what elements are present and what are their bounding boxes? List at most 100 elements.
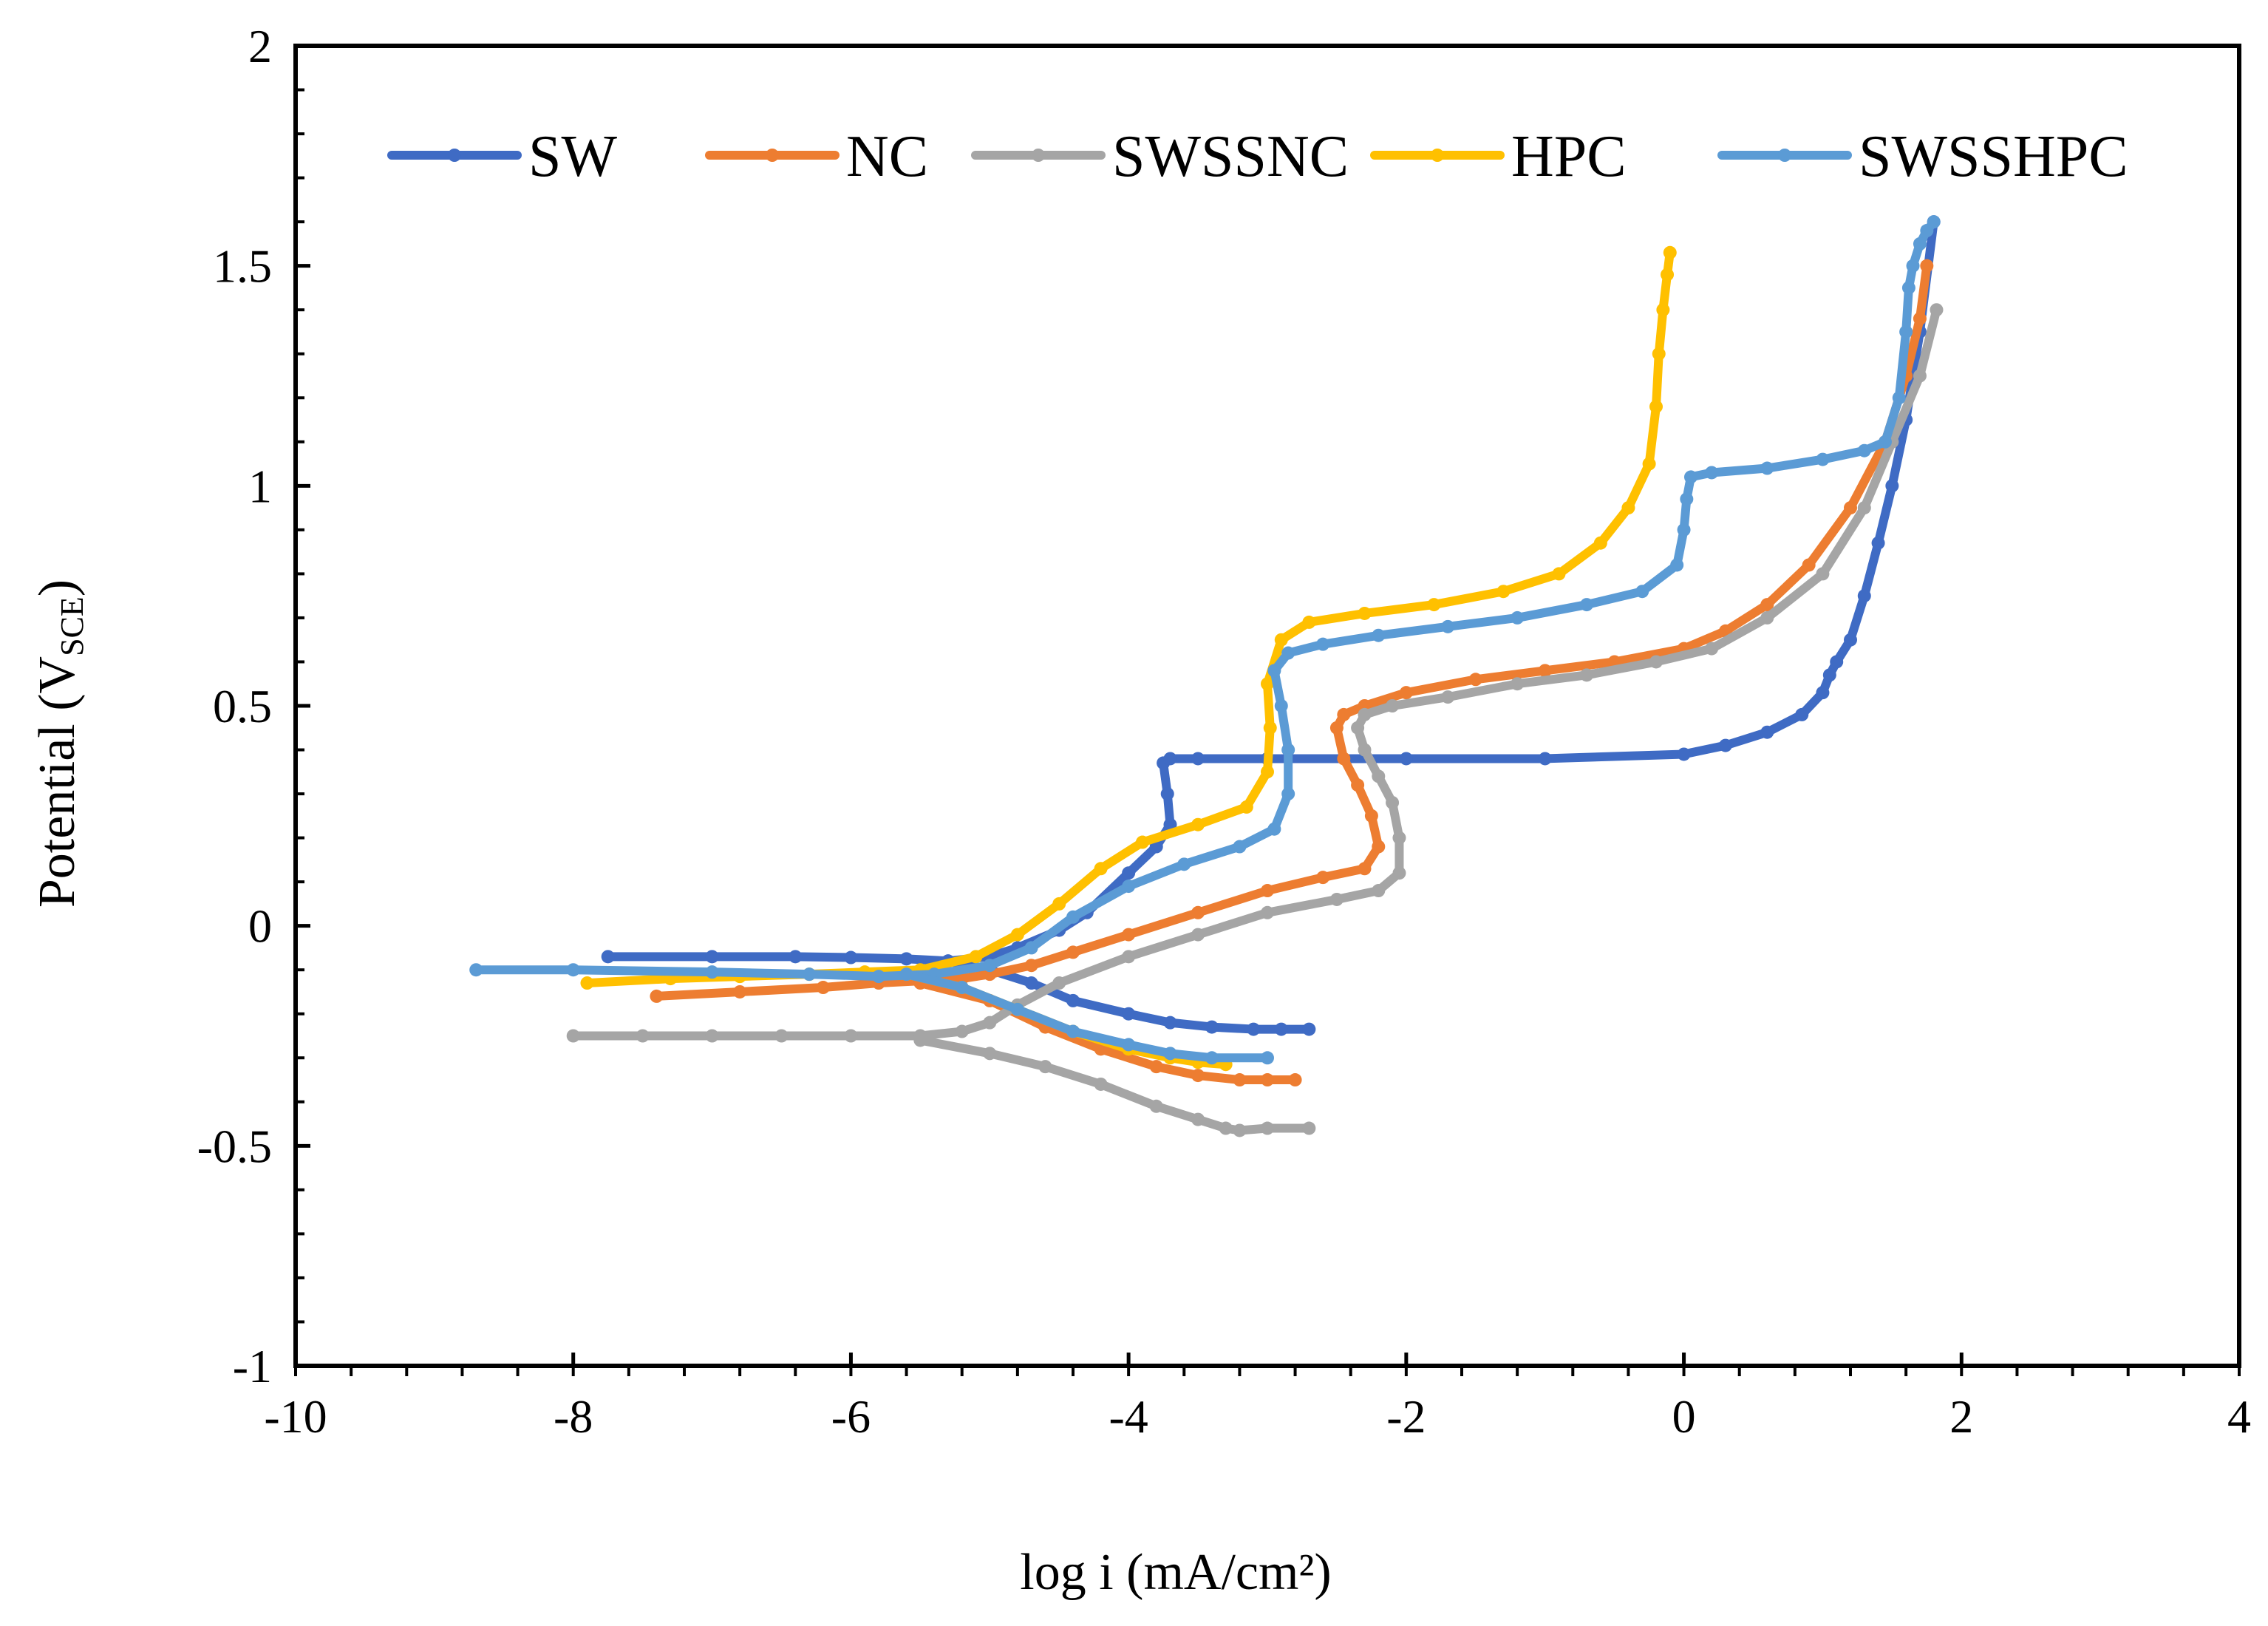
series-swsshpc <box>469 215 1941 984</box>
x-tick-label: -10 <box>264 1390 327 1443</box>
x-tick-label: -8 <box>554 1390 593 1443</box>
data-point-hpc <box>969 950 983 964</box>
data-point-swssnc <box>1122 950 1136 964</box>
data-point-swsshpc <box>1281 743 1295 757</box>
data-point-swsshpc <box>1122 880 1136 894</box>
data-point-swssnc-cathodic <box>1094 1077 1108 1091</box>
data-point-swsshpc <box>1683 470 1697 484</box>
data-point-swsshpc <box>1066 910 1080 924</box>
ticks-layer: -10 -8 -6 -4 -2 0 2 4 -1 -0.5 0 0.5 1 1.5 2 <box>197 20 2251 1443</box>
y-axis-title: Potential (VSCE) <box>29 579 90 908</box>
data-point-sw-cathodic <box>1024 976 1038 990</box>
data-point-swssnc <box>844 1029 858 1043</box>
y-axis-title-close: ) <box>29 579 86 596</box>
data-point-swsshpc-cathodic <box>899 967 913 982</box>
legend-marker-hpc <box>1431 149 1444 162</box>
data-point-sw <box>1816 686 1830 700</box>
series-nc <box>650 259 1934 1003</box>
series-line-swssnc <box>568 305 1941 1041</box>
y-tick-label: -1 <box>233 1340 272 1392</box>
data-point-hpc <box>1652 347 1666 361</box>
data-point-swsshpc <box>803 967 817 982</box>
data-point-swssnc <box>983 1016 997 1030</box>
series-line-swsshpc <box>471 217 1938 982</box>
data-point-swsshpc <box>1705 466 1719 480</box>
data-point-nc <box>1329 721 1344 735</box>
data-point-swssnc <box>1261 905 1274 919</box>
data-point-swssnc <box>566 1029 580 1043</box>
data-point-hpc <box>1052 897 1066 911</box>
data-point-nc <box>1337 707 1351 721</box>
data-point-nc <box>1066 945 1080 959</box>
data-point-nc <box>1802 558 1816 572</box>
data-point-swsshpc <box>1677 523 1691 537</box>
data-point-swssnc <box>1857 501 1871 515</box>
data-point-swssnc <box>1372 769 1386 783</box>
y-tick-label: 2 <box>248 20 272 72</box>
data-point-nc <box>733 984 747 999</box>
data-point-hpc <box>1302 615 1316 629</box>
data-point-swsshpc-cathodic <box>1163 1047 1177 1061</box>
data-point-sw <box>1163 752 1177 766</box>
data-point-sw-cathodic <box>1274 1022 1288 1036</box>
data-point-swssnc <box>1358 707 1372 721</box>
data-point-swssnc <box>1816 567 1830 581</box>
x-tick-label: -6 <box>831 1390 871 1443</box>
data-point-sw <box>601 950 615 964</box>
data-point-swssnc <box>1705 642 1719 656</box>
data-point-swsshpc <box>1274 699 1288 712</box>
legend-marker-swssnc <box>1032 149 1045 162</box>
data-point-nc-cathodic <box>1233 1073 1247 1087</box>
data-point-swssnc <box>1329 892 1344 906</box>
data-point-swssnc <box>1386 795 1400 809</box>
data-point-swssnc <box>1392 866 1406 880</box>
data-point-sw-cathodic <box>1247 1022 1261 1036</box>
y-tick-label: 0 <box>248 900 272 953</box>
data-point-swssnc <box>1511 677 1525 691</box>
data-point-nc <box>1261 884 1274 898</box>
data-point-sw <box>1857 589 1871 603</box>
data-point-swssnc <box>1760 610 1774 625</box>
data-point-nc <box>1913 312 1927 326</box>
data-point-swsshpc <box>1316 637 1330 651</box>
x-tick-label: 0 <box>1672 1390 1696 1443</box>
data-point-hpc <box>1642 457 1656 471</box>
data-point-nc <box>1358 862 1372 876</box>
y-tick-label: 1.5 <box>213 240 272 293</box>
data-point-nc <box>650 989 664 1003</box>
data-point-nc-cathodic <box>1191 1069 1205 1083</box>
series-line-swsshpc-cathodic <box>902 970 1272 1063</box>
legend-item-hpc: HPC <box>1370 124 1627 189</box>
data-point-swssnc <box>1441 690 1455 704</box>
data-point-sw <box>1844 633 1857 647</box>
data-point-swsshpc <box>1892 391 1906 405</box>
data-point-sw-cathodic <box>1066 993 1080 1007</box>
data-point-swsshpc <box>705 965 719 979</box>
legend-marker-swsshpc <box>1778 149 1791 162</box>
legend-marker-nc <box>766 149 779 162</box>
y-tick-label: -0.5 <box>197 1120 272 1172</box>
data-point-swssnc-cathodic <box>983 1047 997 1061</box>
x-tick-label: -2 <box>1386 1390 1426 1443</box>
data-point-swssnc <box>1580 668 1594 682</box>
data-point-swsshpc <box>872 970 885 984</box>
legend-label-hpc: HPC <box>1511 124 1627 189</box>
data-point-hpc <box>1552 567 1566 581</box>
legend-label-swsshpc: SWSSHPC <box>1859 124 2128 189</box>
legend-marker-sw <box>448 149 461 162</box>
data-point-swssnc-cathodic <box>1191 1112 1205 1126</box>
data-point-nc <box>1920 259 1934 273</box>
data-point-swssnc <box>1351 721 1365 735</box>
x-tick-label: 2 <box>1949 1390 1973 1443</box>
data-point-swsshpc <box>566 963 580 977</box>
data-point-hpc <box>1191 817 1205 831</box>
x-tick-label: -4 <box>1109 1390 1148 1443</box>
data-point-swsshpc <box>1511 610 1525 625</box>
data-point-hpc <box>1274 633 1288 647</box>
data-point-hpc <box>1661 268 1675 282</box>
series-swsshpc-cathodic <box>899 967 1274 1065</box>
data-point-sw <box>844 950 858 965</box>
data-point-sw-cathodic <box>1163 1016 1177 1030</box>
data-point-swsshpc <box>1267 664 1281 678</box>
